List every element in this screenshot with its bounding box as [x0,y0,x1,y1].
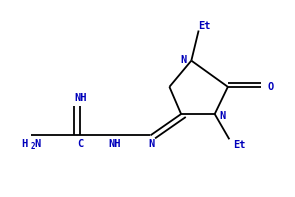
Text: NH: NH [109,138,121,149]
Text: N: N [35,138,41,149]
Text: C: C [77,138,83,149]
Text: H: H [22,138,28,149]
Text: O: O [267,82,273,92]
Text: 2: 2 [31,142,36,151]
Text: NH: NH [74,93,86,103]
Text: N: N [180,55,186,65]
Text: Et: Et [198,21,211,31]
Text: N: N [220,111,226,121]
Text: N: N [148,138,154,149]
Text: Et: Et [233,140,246,150]
